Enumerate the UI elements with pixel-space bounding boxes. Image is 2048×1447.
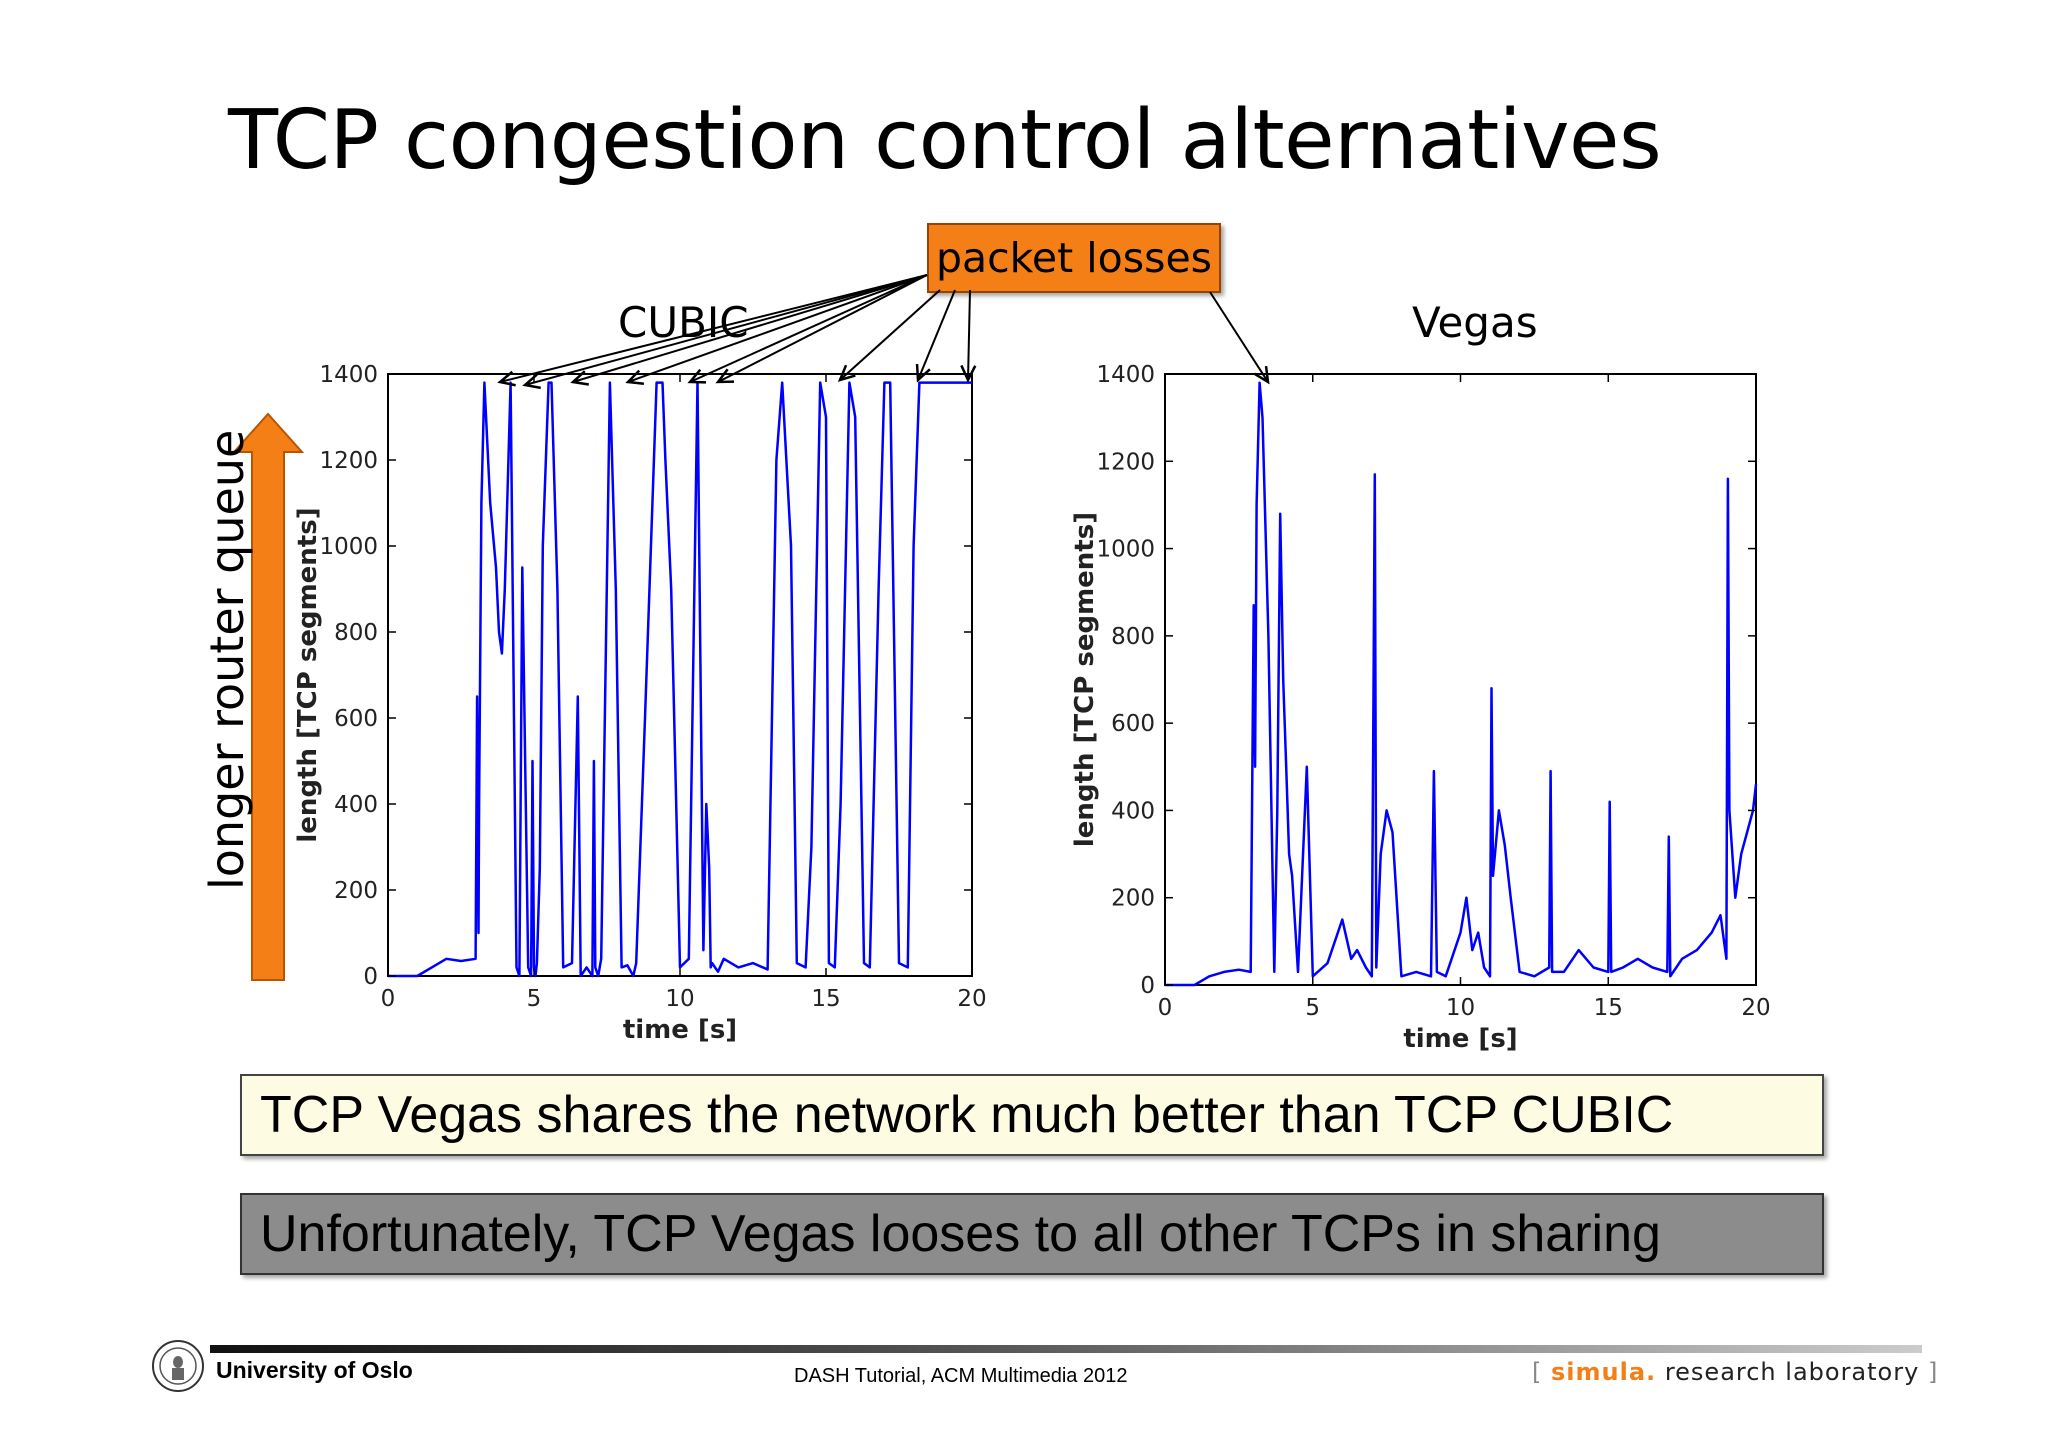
loss-arrow-cubic (627, 274, 928, 383)
y-tick-label-cubic: 400 (334, 792, 378, 818)
loss-arrow-cubic (499, 274, 928, 383)
y-tick-label-vegas: 800 (1111, 624, 1155, 650)
plot-frame-cubic (387, 373, 973, 977)
x-tick-label-cubic: 5 (527, 986, 542, 1012)
loss-arrow-cubic-head (625, 369, 645, 385)
loss-arrow-cubic-head (522, 373, 541, 390)
loss-arrow-vegas (1209, 291, 1269, 383)
simula-dot: . (1646, 1358, 1657, 1386)
x-tick-label-vegas: 20 (1741, 995, 1770, 1021)
loss-arrow-cubic (524, 274, 928, 386)
loss-arrow-cubic (717, 274, 928, 383)
footer-university: University of Oslo (216, 1357, 413, 1383)
y-axis-label-cubic: length [TCP segments] (293, 507, 323, 842)
y-tick-label-vegas: 200 (1111, 886, 1155, 912)
x-axis-label-vegas: time [s] (1403, 1024, 1517, 1054)
simula-word: simula (1551, 1358, 1647, 1386)
loss-arrow-cubic (572, 274, 928, 383)
x-tick-label-cubic: 0 (381, 986, 396, 1012)
x-tick-label-cubic: 10 (665, 986, 694, 1012)
y-tick-label-cubic: 1400 (319, 362, 378, 388)
loss-arrow-cubic-head (960, 364, 977, 383)
y-axis-label-vegas: length [TCP segments] (1070, 512, 1100, 847)
y-tick-label-vegas: 600 (1111, 711, 1155, 737)
y-tick-label-cubic: 1200 (319, 448, 378, 474)
chart-title-cubic: CUBIC (618, 298, 749, 347)
loss-arrow-cubic (689, 274, 928, 383)
x-tick-label-vegas: 15 (1594, 995, 1623, 1021)
loss-arrow-vegas-head (1253, 365, 1270, 385)
y-tick-label-cubic: 200 (334, 878, 378, 904)
simula-logo: [ simula. research laboratory ] (1532, 1358, 1938, 1386)
series-line-vegas (1165, 381, 1758, 987)
conclusion-box-vegas: TCP Vegas shares the network much better… (240, 1074, 1824, 1156)
loss-arrow-cubic-head (837, 364, 856, 382)
loss-arrow-cubic-head (915, 363, 931, 383)
loss-arrow-cubic (967, 289, 971, 381)
conclusion-box-unfortunately: Unfortunately, TCP Vegas looses to all o… (240, 1193, 1824, 1275)
loss-arrow-cubic-head (687, 368, 707, 384)
loss-arrow-cubic-head (715, 368, 735, 384)
x-tick-label-vegas: 10 (1446, 995, 1475, 1021)
footer-divider (210, 1345, 1922, 1353)
x-tick-label-vegas: 0 (1158, 995, 1173, 1021)
up-arrow-icon (232, 412, 304, 981)
packet-losses-callout: packet losses (927, 223, 1221, 293)
y-tick-label-cubic: 800 (334, 620, 378, 646)
y-tick-label-vegas: 1200 (1096, 449, 1155, 475)
loss-arrow-cubic-head (497, 370, 516, 387)
y-tick-label-cubic: 1000 (319, 534, 378, 560)
x-axis-label-cubic: time [s] (623, 1015, 737, 1045)
x-tick-label-vegas: 5 (1305, 995, 1320, 1021)
y-tick-label-vegas: 400 (1111, 798, 1155, 824)
research-lab-words: research laboratory (1664, 1358, 1920, 1386)
page-title: TCP congestion control alternatives (228, 93, 1662, 188)
x-tick-label-cubic: 15 (811, 986, 840, 1012)
bracket-close: ] (1927, 1358, 1939, 1386)
y-tick-label-cubic: 600 (334, 706, 378, 732)
series-line-cubic (388, 381, 972, 978)
y-tick-label-cubic: 0 (363, 964, 378, 990)
university-seal-icon (152, 1340, 204, 1392)
loss-arrow-cubic (917, 289, 956, 381)
bracket-open: [ (1532, 1358, 1543, 1386)
x-tick-label-cubic: 20 (957, 986, 986, 1012)
y-tick-label-vegas: 0 (1140, 973, 1155, 999)
loss-arrow-cubic (839, 289, 941, 381)
loss-arrow-cubic-head (570, 370, 589, 386)
y-tick-label-vegas: 1000 (1096, 537, 1155, 563)
footer-event: DASH Tutorial, ACM Multimedia 2012 (794, 1365, 1128, 1387)
y-tick-label-vegas: 1400 (1096, 362, 1155, 388)
chart-title-vegas: Vegas (1412, 298, 1538, 347)
